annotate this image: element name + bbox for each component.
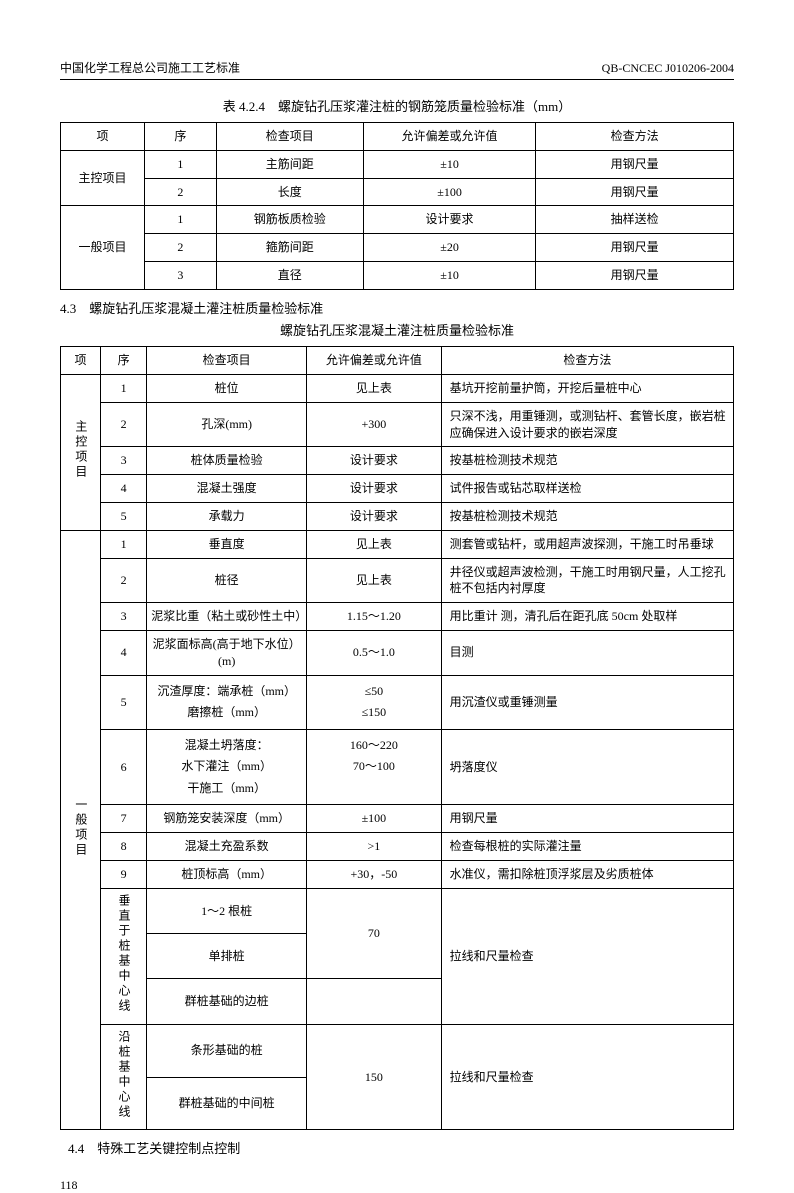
t1-h3: 允许偏差或允许值	[363, 122, 535, 150]
t1-g2: 一般项目	[61, 206, 145, 289]
table2: 项序检查项目允许偏差或允许值检查方法 主控项目1桩位见上表基坑开挖前量护筒，开挖…	[60, 346, 734, 1130]
header-right: QB-CNCEC J010206-2004	[602, 60, 734, 77]
t2-sg2: 沿桩基中心线	[115, 1030, 132, 1120]
t2-g2: 一般项目	[72, 798, 89, 858]
t1-h0: 项	[61, 122, 145, 150]
section-4-4: 4.4 特殊工艺关键控制点控制	[68, 1140, 734, 1158]
table2-caption: 螺旋钻孔压浆混凝土灌注桩质量检验标准	[60, 322, 734, 340]
t1-h1: 序	[145, 122, 217, 150]
t1-g1: 主控项目	[61, 150, 145, 206]
t2-sg1: 垂直于桩基中心线	[115, 894, 132, 1014]
section-4-3: 4.3 螺旋钻孔压浆混凝土灌注桩质量检验标准	[60, 300, 734, 318]
header-left: 中国化学工程总公司施工工艺标准	[60, 60, 240, 77]
page-number: 118	[60, 1177, 734, 1193]
t1-h2: 检查项目	[216, 122, 363, 150]
t1-h4: 检查方法	[536, 122, 734, 150]
t2-g1: 主控项目	[72, 420, 89, 480]
table1: 项序检查项目允许偏差或允许值检查方法 主控项目1主筋间距±10用钢尺量 2长度±…	[60, 122, 734, 290]
table1-caption: 表 4.2.4 螺旋钻孔压浆灌注桩的钢筋笼质量检验标准（mm）	[60, 98, 734, 116]
